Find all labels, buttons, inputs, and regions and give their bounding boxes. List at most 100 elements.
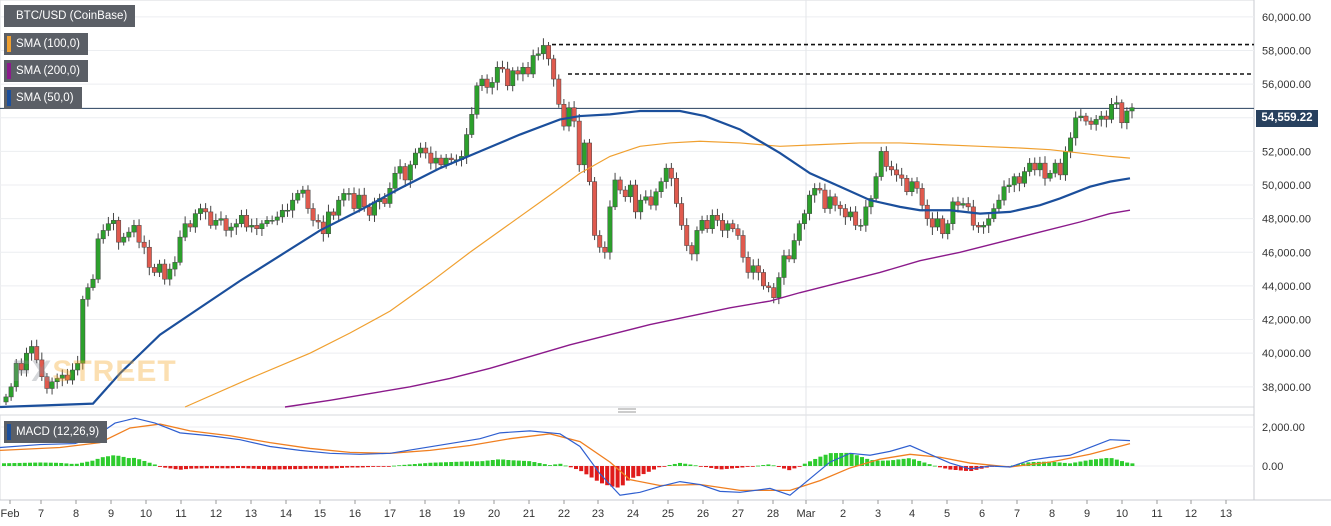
x-tick-label: 10: [140, 508, 152, 520]
legend-sma200[interactable]: SMA (200,0): [4, 60, 88, 82]
candle-body: [955, 201, 961, 206]
candle-body: [290, 199, 296, 211]
candle-body: [167, 268, 173, 280]
macd-histogram-bar: [958, 466, 963, 471]
candle-body: [1032, 162, 1038, 171]
macd-histogram-bar: [199, 466, 204, 469]
macd-histogram-bar: [1042, 461, 1046, 466]
candle-body: [54, 378, 60, 383]
macd-histogram-bar: [1068, 463, 1072, 466]
x-tick-label: 21: [523, 508, 535, 520]
macd-histogram-bar: [860, 457, 864, 466]
macd-histogram-bar: [256, 466, 261, 469]
macd-histogram-bar: [1088, 459, 1093, 466]
candle-body: [924, 204, 930, 219]
macd-histogram-bar: [688, 464, 693, 466]
macd-histogram-bar: [1021, 463, 1026, 466]
macd-histogram-bar: [537, 463, 542, 466]
macd-histogram-bar: [402, 464, 407, 466]
candle-body: [643, 196, 649, 201]
candle-body: [571, 107, 577, 122]
macd-histogram-bar: [532, 462, 537, 466]
legend-sma50-swatch: [7, 90, 11, 106]
macd-histogram-bar: [522, 460, 526, 466]
x-tick-label: 8: [73, 508, 79, 520]
legend-sma200-label: SMA (200,0): [16, 65, 80, 77]
candle-body: [837, 204, 843, 209]
macd-histogram-bar: [241, 466, 246, 469]
macd-histogram-bar: [480, 461, 485, 466]
macd-histogram-bar: [121, 456, 126, 466]
x-tick-label: 17: [384, 508, 396, 520]
x-tick-label: 16: [349, 508, 361, 520]
macd-histogram-bar: [901, 458, 906, 466]
candle-body: [310, 208, 316, 221]
macd-histogram-bar: [542, 464, 547, 466]
candle-body: [198, 208, 203, 214]
macd-histogram-bar: [282, 466, 287, 470]
macd-histogram-bar: [163, 466, 168, 468]
macd-histogram-bar: [459, 461, 464, 466]
legend-sma100-label: SMA (100,0): [16, 38, 80, 50]
candle-body: [121, 236, 127, 243]
macd-histogram-bar: [844, 452, 849, 466]
macd-histogram-bar: [178, 466, 183, 470]
candle-body: [1063, 151, 1068, 176]
candle-body: [1098, 115, 1104, 120]
candle-body: [638, 199, 644, 213]
legend-sma50[interactable]: SMA (50,0): [4, 87, 82, 109]
candle-body: [1052, 162, 1058, 174]
y-tick-label: 48,000.00: [1262, 214, 1311, 226]
candle-body: [965, 203, 971, 208]
candle-body: [981, 225, 987, 228]
macd-histogram-bar: [1104, 458, 1109, 466]
x-tick-label: 23: [592, 508, 604, 520]
candle-body: [704, 220, 710, 229]
candle-body: [914, 181, 920, 189]
macd-histogram-bar: [80, 462, 84, 466]
legend-macd[interactable]: MACD (12,26,9): [4, 421, 108, 443]
candle-body: [633, 184, 638, 213]
current-price-tag: 54,559.22: [1256, 110, 1318, 127]
candle-body: [909, 181, 915, 192]
macd-histogram-bar: [210, 466, 214, 469]
macd-histogram-bar: [142, 460, 147, 466]
x-tick-label: 22: [558, 508, 570, 520]
candle-body: [141, 241, 147, 248]
macd-histogram-bar: [147, 462, 152, 466]
macd-histogram-bar: [475, 461, 480, 466]
y-tick-label: 44,000.00: [1262, 281, 1311, 293]
legend-sma100[interactable]: SMA (100,0): [4, 33, 88, 55]
candle-body: [100, 230, 106, 240]
candle-body: [771, 287, 777, 298]
candle-body: [725, 223, 731, 231]
macd-histogram-bar: [298, 466, 303, 470]
candle-body: [228, 226, 234, 231]
macd-histogram-bar: [38, 462, 43, 466]
candle-body: [689, 245, 695, 255]
macd-histogram-bar: [1062, 462, 1067, 466]
macd-histogram-bar: [880, 460, 885, 466]
macd-histogram-bar: [792, 466, 797, 469]
macd-histogram-bar: [158, 466, 162, 467]
legend-pair[interactable]: BTC/USD (CoinBase): [4, 5, 136, 27]
candle-body: [315, 220, 321, 223]
y-tick-label: 50,000.00: [1262, 180, 1311, 192]
candle-body: [116, 220, 122, 243]
y-tick-label: 38,000.00: [1262, 382, 1311, 394]
candle-body: [484, 78, 490, 88]
x-tick-label: 8: [1049, 508, 1055, 520]
candle-body: [576, 120, 582, 166]
candle-body: [674, 178, 679, 204]
macd-histogram-bar: [740, 466, 745, 468]
candle-body: [976, 225, 981, 228]
candle-body: [848, 211, 853, 218]
macd-y-tick-label: 0.00: [1262, 461, 1283, 473]
macd-histogram-bar: [152, 464, 157, 466]
macd-histogram-bar: [709, 466, 714, 468]
macd-histogram-bar: [1057, 462, 1062, 466]
macd-histogram-bar: [418, 463, 422, 466]
candle-body: [546, 45, 551, 60]
candle-body: [919, 188, 925, 206]
macd-histogram-bar: [12, 463, 17, 466]
